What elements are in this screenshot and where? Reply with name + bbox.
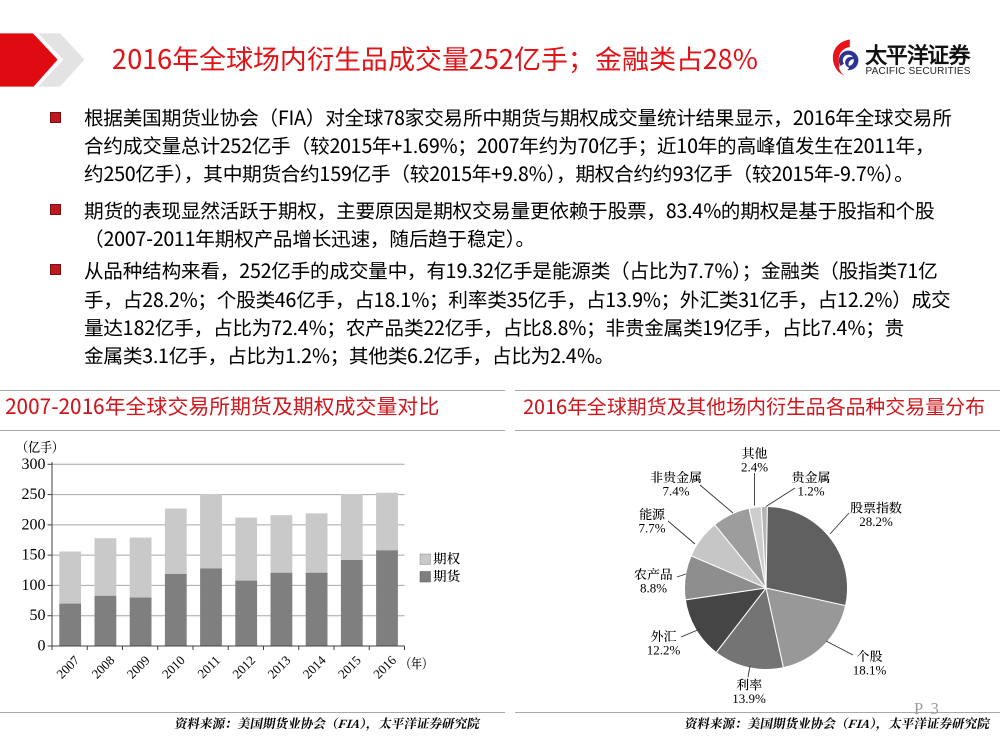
svg-text:2011: 2011 (192, 650, 223, 681)
svg-text:期货: 期货 (433, 565, 460, 585)
svg-text:18.1%: 18.1% (853, 660, 887, 679)
svg-text:2016: 2016 (368, 650, 400, 682)
svg-text:1.2%: 1.2% (797, 481, 824, 500)
svg-text:7.7%: 7.7% (638, 518, 665, 537)
svg-text:2012: 2012 (227, 650, 259, 682)
svg-text:2015: 2015 (333, 650, 365, 682)
svg-text:150: 150 (22, 542, 46, 565)
svg-text:13.9%: 13.9% (732, 688, 766, 707)
svg-text:能源: 能源 (639, 504, 666, 523)
svg-text:外汇: 外汇 (650, 626, 676, 645)
svg-text:50: 50 (30, 602, 46, 625)
svg-text:（亿手）: （亿手） (16, 436, 64, 456)
svg-text:7.4%: 7.4% (662, 481, 689, 500)
svg-text:农产品: 农产品 (634, 564, 673, 583)
svg-text:2010: 2010 (157, 650, 189, 682)
svg-text:250: 250 (22, 481, 46, 504)
svg-text:个股: 个股 (856, 646, 882, 665)
svg-text:200: 200 (22, 511, 46, 534)
svg-text:2008: 2008 (86, 650, 118, 682)
svg-text:12.2%: 12.2% (647, 640, 681, 659)
svg-text:2007: 2007 (51, 650, 83, 682)
svg-text:0: 0 (38, 633, 46, 656)
svg-text:300: 300 (22, 451, 46, 474)
svg-text:股票指数: 股票指数 (850, 498, 902, 517)
svg-text:2009: 2009 (122, 650, 154, 682)
svg-text:贵金属: 贵金属 (791, 467, 830, 486)
svg-text:期权: 期权 (433, 548, 460, 568)
svg-text:2013: 2013 (262, 650, 294, 682)
svg-text:8.8%: 8.8% (640, 578, 667, 597)
svg-text:2014: 2014 (298, 650, 330, 682)
svg-text:其他: 其他 (741, 443, 767, 462)
svg-text:（年）: （年） (400, 653, 433, 673)
svg-text:利率: 利率 (736, 675, 762, 694)
svg-text:非贵金属: 非贵金属 (650, 467, 702, 486)
svg-text:28.2%: 28.2% (859, 511, 893, 530)
svg-text:2.4%: 2.4% (741, 457, 768, 476)
svg-text:100: 100 (22, 572, 46, 595)
